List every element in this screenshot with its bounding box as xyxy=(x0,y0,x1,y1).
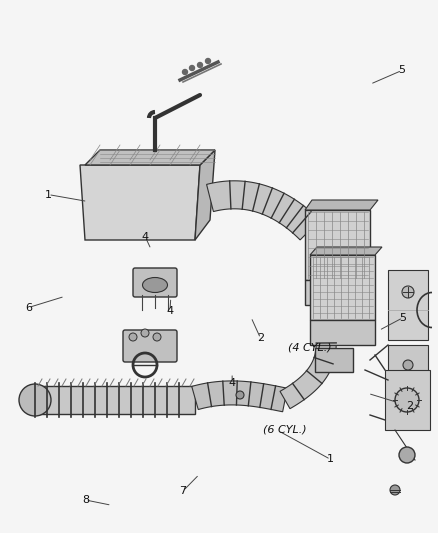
Circle shape xyxy=(141,329,149,337)
FancyBboxPatch shape xyxy=(123,330,177,362)
Text: 4: 4 xyxy=(229,378,236,387)
Polygon shape xyxy=(207,181,320,240)
Text: 4: 4 xyxy=(166,306,173,316)
Circle shape xyxy=(129,333,137,341)
Text: 5: 5 xyxy=(399,66,406,75)
Ellipse shape xyxy=(142,278,167,293)
Text: 8: 8 xyxy=(82,495,89,505)
Circle shape xyxy=(402,286,414,298)
Circle shape xyxy=(190,66,194,70)
Polygon shape xyxy=(305,280,370,305)
Polygon shape xyxy=(30,386,195,414)
Circle shape xyxy=(153,333,161,341)
Text: (6 CYL.): (6 CYL.) xyxy=(263,425,307,435)
Polygon shape xyxy=(305,210,370,280)
Text: 7: 7 xyxy=(180,486,187,496)
Polygon shape xyxy=(192,381,287,412)
Polygon shape xyxy=(388,270,428,340)
Circle shape xyxy=(19,384,51,416)
Polygon shape xyxy=(195,150,215,240)
Polygon shape xyxy=(310,320,375,345)
Circle shape xyxy=(205,59,211,63)
Text: 1: 1 xyxy=(327,455,334,464)
Polygon shape xyxy=(310,247,382,255)
Polygon shape xyxy=(80,165,200,240)
Text: (4 CYL.): (4 CYL.) xyxy=(288,343,332,353)
Text: 2: 2 xyxy=(406,401,413,411)
Text: 6: 6 xyxy=(25,303,32,312)
Text: 2: 2 xyxy=(257,334,264,343)
Circle shape xyxy=(198,62,202,68)
FancyBboxPatch shape xyxy=(133,268,177,297)
Polygon shape xyxy=(280,328,336,409)
Polygon shape xyxy=(305,200,378,210)
Bar xyxy=(315,348,353,372)
Text: 1: 1 xyxy=(45,190,52,199)
Text: 4: 4 xyxy=(142,232,149,242)
Polygon shape xyxy=(388,345,428,380)
Bar xyxy=(315,308,355,330)
Polygon shape xyxy=(310,255,375,320)
Polygon shape xyxy=(85,150,215,165)
Circle shape xyxy=(399,447,415,463)
Circle shape xyxy=(390,485,400,495)
Circle shape xyxy=(236,391,244,399)
Circle shape xyxy=(395,388,419,412)
Circle shape xyxy=(403,360,413,370)
Text: 5: 5 xyxy=(399,313,406,322)
Bar xyxy=(385,370,430,430)
Circle shape xyxy=(183,69,187,75)
